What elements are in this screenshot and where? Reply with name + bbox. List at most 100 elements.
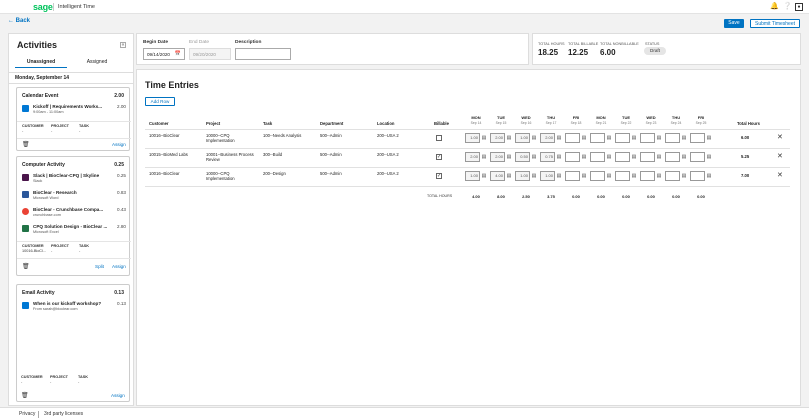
activity-item[interactable]: Kickoff | Requirements Works... 9:00am -…: [22, 104, 126, 118]
hours-input[interactable]: [615, 152, 630, 162]
comment-icon[interactable]: ▤: [631, 135, 637, 141]
comment-icon[interactable]: ▤: [606, 135, 612, 141]
hours-input[interactable]: [665, 152, 680, 162]
comment-icon[interactable]: ▤: [706, 173, 712, 179]
comment-icon[interactable]: ▤: [706, 154, 712, 160]
comment-icon[interactable]: ▤: [681, 135, 687, 141]
hours-input[interactable]: [640, 152, 655, 162]
activity-item[interactable]: Slack | BioClear-CPQ | Skyline Slack 0.2…: [22, 173, 126, 187]
activity-item[interactable]: BioClear - Crunchbase Compa... crunchbas…: [22, 207, 126, 221]
hours-input[interactable]: [690, 171, 705, 181]
cell-location[interactable]: 200--USA 2: [377, 133, 399, 138]
cell-customer[interactable]: 10016--BioClear: [149, 171, 180, 176]
hours-input[interactable]: [640, 133, 655, 143]
cell-task[interactable]: 100--Needs Analysis: [263, 133, 302, 138]
comment-icon[interactable]: ▤: [481, 154, 487, 160]
comment-icon[interactable]: ▤: [656, 173, 662, 179]
bell-icon[interactable]: 🔔: [770, 3, 779, 10]
trash-icon[interactable]: 🗑: [22, 264, 30, 270]
comment-icon[interactable]: ▤: [506, 173, 512, 179]
comment-icon[interactable]: ▤: [656, 135, 662, 141]
user-icon[interactable]: ●: [795, 3, 803, 11]
comment-icon[interactable]: ▤: [606, 154, 612, 160]
hours-input[interactable]: 2.00: [540, 133, 555, 143]
cell-location[interactable]: 200--USA 2: [377, 171, 399, 176]
comment-icon[interactable]: ▤: [531, 135, 537, 141]
comment-icon[interactable]: ▤: [481, 173, 487, 179]
comment-icon[interactable]: ▤: [506, 135, 512, 141]
activity-item[interactable]: BioClear - Research Microsoft Word 0.83: [22, 190, 126, 204]
split-link[interactable]: Split: [95, 264, 104, 269]
hours-input[interactable]: [640, 171, 655, 181]
comment-icon[interactable]: ▤: [631, 173, 637, 179]
hours-input[interactable]: 1.00: [540, 171, 555, 181]
hours-input[interactable]: [615, 171, 630, 181]
hours-input[interactable]: [615, 133, 630, 143]
assign-link[interactable]: Assign: [111, 393, 125, 398]
hours-input[interactable]: [565, 152, 580, 162]
back-link[interactable]: ← Back: [8, 18, 31, 24]
hours-input[interactable]: [690, 152, 705, 162]
assign-link[interactable]: Assign: [112, 142, 126, 147]
comment-icon[interactable]: ▤: [681, 173, 687, 179]
activity-item[interactable]: When is our kickoff workshop? From sarah…: [22, 301, 126, 315]
cell-department[interactable]: 500--Admin: [320, 152, 342, 157]
hours-input[interactable]: [665, 133, 680, 143]
billable-checkbox[interactable]: ✓: [436, 173, 442, 179]
hours-input[interactable]: [565, 133, 580, 143]
comment-icon[interactable]: ▤: [506, 154, 512, 160]
collapse-panel-button[interactable]: «: [120, 42, 126, 48]
description-input[interactable]: [235, 48, 291, 60]
submit-timesheet-button[interactable]: Submit Timesheet: [750, 19, 800, 28]
cell-project[interactable]: 10001--Business Process Review: [206, 152, 254, 162]
tab-assigned[interactable]: Assigned: [86, 59, 108, 65]
save-button[interactable]: Save: [724, 19, 744, 28]
activity-item[interactable]: CPQ Solution Design - BioClear ... Micro…: [22, 224, 126, 238]
cell-project[interactable]: 10000--CPQ Implementation: [206, 133, 235, 143]
delete-row-icon[interactable]: ✕: [777, 172, 783, 179]
comment-icon[interactable]: ▤: [556, 135, 562, 141]
cell-customer[interactable]: 10015--BioMed Labs: [149, 152, 188, 157]
cell-project[interactable]: 10000--CPQ Implementation: [206, 171, 235, 181]
comment-icon[interactable]: ▤: [556, 154, 562, 160]
hours-input[interactable]: 0.75: [540, 152, 555, 162]
comment-icon[interactable]: ▤: [706, 135, 712, 141]
hours-input[interactable]: 2.00: [490, 133, 505, 143]
calendar-icon[interactable]: 📅: [174, 51, 181, 57]
cell-department[interactable]: 500--Admin: [320, 133, 342, 138]
assign-link[interactable]: Assign: [112, 264, 126, 269]
comment-icon[interactable]: ▤: [581, 135, 587, 141]
billable-checkbox[interactable]: [436, 135, 442, 141]
comment-icon[interactable]: ▤: [481, 135, 487, 141]
cell-department[interactable]: 500--Admin: [320, 171, 342, 176]
comment-icon[interactable]: ▤: [656, 154, 662, 160]
privacy-link[interactable]: Privacy: [19, 411, 36, 417]
hours-input[interactable]: 0.50: [515, 152, 530, 162]
hours-input[interactable]: 4.00: [490, 171, 505, 181]
billable-checkbox[interactable]: ✓: [436, 154, 442, 160]
hours-input[interactable]: 1.00: [465, 133, 480, 143]
hours-input[interactable]: 1.00: [515, 171, 530, 181]
comment-icon[interactable]: ▤: [631, 154, 637, 160]
hours-input[interactable]: 1.00: [465, 171, 480, 181]
help-icon[interactable]: ❔: [783, 3, 792, 10]
hours-input[interactable]: [590, 171, 605, 181]
hours-input[interactable]: [690, 133, 705, 143]
hours-input[interactable]: 2.00: [465, 152, 480, 162]
comment-icon[interactable]: ▤: [606, 173, 612, 179]
hours-input[interactable]: 2.00: [490, 152, 505, 162]
comment-icon[interactable]: ▤: [531, 154, 537, 160]
comment-icon[interactable]: ▤: [581, 173, 587, 179]
cell-task[interactable]: 300--Build: [263, 152, 283, 157]
begin-date-input[interactable]: 09/14/2020 📅: [143, 48, 185, 60]
comment-icon[interactable]: ▤: [531, 173, 537, 179]
trash-icon[interactable]: 🗑: [22, 142, 30, 148]
hours-input[interactable]: 1.00: [515, 133, 530, 143]
cell-customer[interactable]: 10016--BioClear: [149, 133, 180, 138]
delete-row-icon[interactable]: ✕: [777, 134, 783, 141]
cell-location[interactable]: 200--USA 2: [377, 152, 399, 157]
comment-icon[interactable]: ▤: [556, 173, 562, 179]
add-row-button[interactable]: Add Row: [145, 97, 175, 106]
licenses-link[interactable]: 3rd party licenses: [44, 411, 84, 417]
comment-icon[interactable]: ▤: [681, 154, 687, 160]
